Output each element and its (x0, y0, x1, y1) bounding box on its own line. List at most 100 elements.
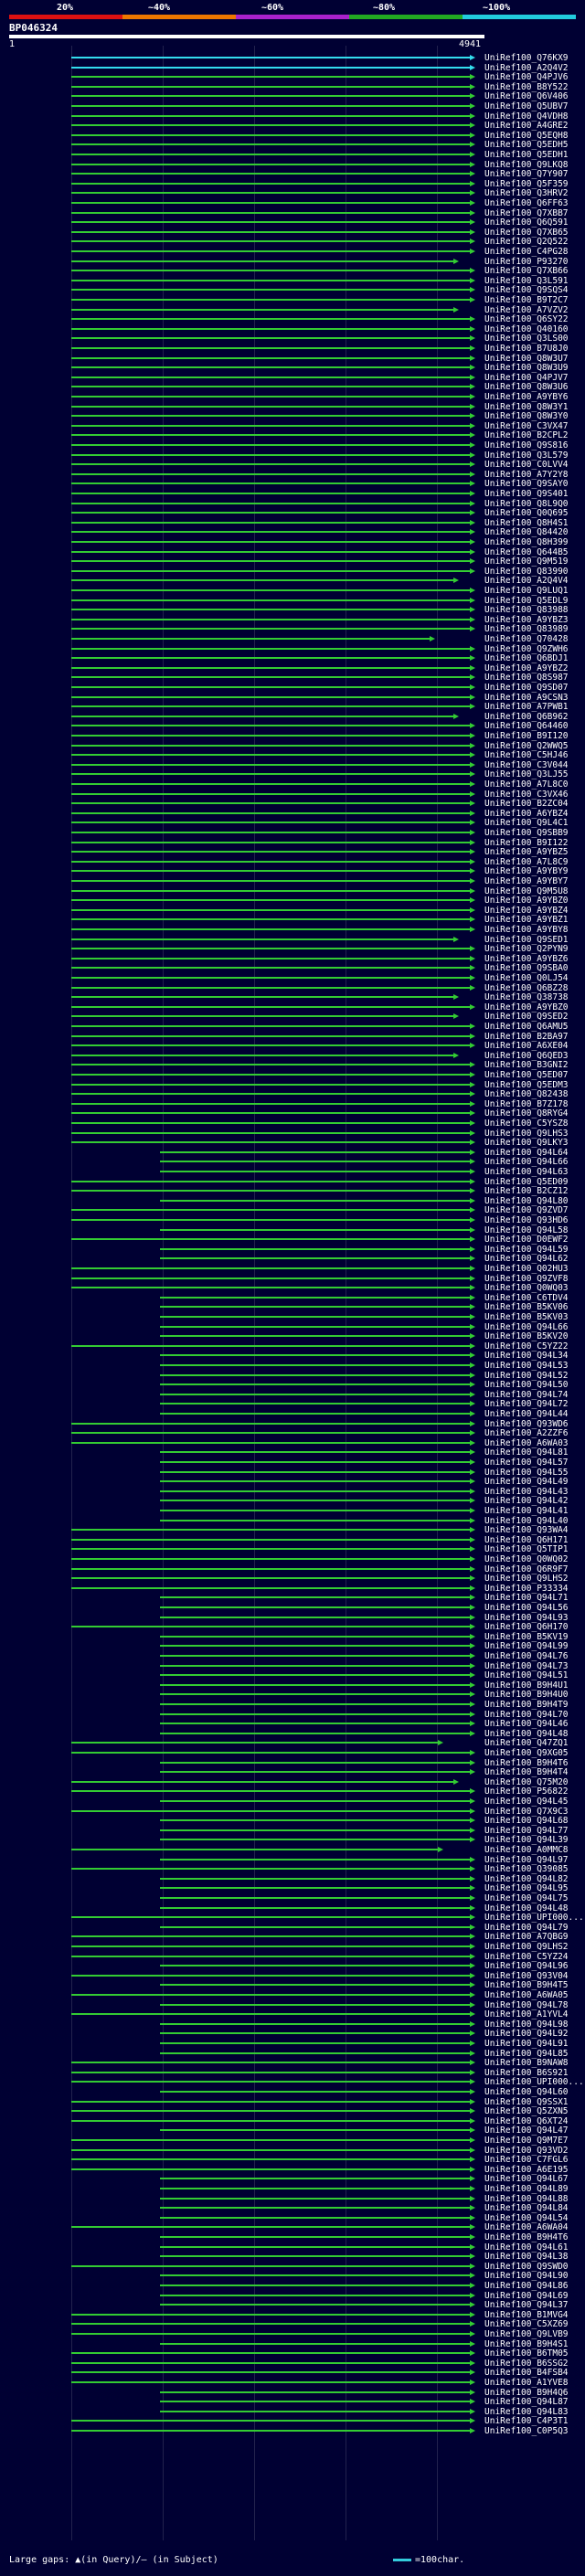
hit-row[interactable]: UniRef100_Q70428 (0, 634, 585, 644)
hit-label[interactable]: UniRef100_Q94L56 (484, 1603, 569, 1613)
hit-row[interactable]: UniRef100_Q5EDH5 (0, 140, 585, 150)
hit-row[interactable]: UniRef100_Q8W3U7 (0, 354, 585, 364)
alignment-segment[interactable] (71, 541, 470, 543)
hit-row[interactable]: UniRef100_A9YBZ5 (0, 847, 585, 857)
hit-row[interactable]: UniRef100_Q5ZXN5 (0, 2106, 585, 2116)
hit-label[interactable]: UniRef100_A9YBZ5 (484, 847, 569, 858)
alignment-segment[interactable] (71, 1577, 470, 1580)
hit-row[interactable]: UniRef100_Q8W3Y1 (0, 402, 585, 412)
hit-label[interactable]: UniRef100_Q94L82 (484, 1873, 569, 1884)
alignment-segment[interactable] (160, 2051, 470, 2054)
alignment-segment[interactable] (160, 1800, 470, 1802)
hit-row[interactable]: UniRef100_A9YBZ2 (0, 663, 585, 673)
alignment-segment[interactable] (160, 2003, 470, 2006)
alignment-segment[interactable] (71, 1935, 470, 1938)
alignment-segment[interactable] (160, 1984, 470, 1987)
alignment-segment[interactable] (71, 986, 470, 989)
alignment-segment[interactable] (71, 270, 470, 272)
hit-row[interactable]: UniRef100_Q4PJV6 (0, 72, 585, 82)
hit-label[interactable]: UniRef100_A9YBZ4 (484, 905, 569, 916)
hit-label[interactable]: UniRef100_Q0Q695 (484, 508, 569, 519)
alignment-segment[interactable] (71, 628, 470, 631)
hit-label[interactable]: UniRef100_Q6BDJ1 (484, 653, 569, 664)
alignment-segment[interactable] (71, 2119, 470, 2122)
alignment-segment[interactable] (160, 1839, 470, 1841)
hit-row[interactable]: UniRef100_Q9S816 (0, 440, 585, 451)
hit-row[interactable]: UniRef100_Q94L42 (0, 1496, 585, 1506)
hit-label[interactable]: UniRef100_Q94L51 (484, 1670, 569, 1681)
hit-row[interactable]: UniRef100_Q9SED2 (0, 1012, 585, 1022)
hit-row[interactable]: UniRef100_A7QBG9 (0, 1932, 585, 1942)
alignment-segment[interactable] (71, 1102, 470, 1105)
hit-row[interactable]: UniRef100_Q7X9C3 (0, 1807, 585, 1817)
hit-row[interactable]: UniRef100_Q94L71 (0, 1593, 585, 1603)
hit-row[interactable]: UniRef100_Q5EQH8 (0, 131, 585, 141)
alignment-segment[interactable] (160, 2294, 470, 2296)
hit-row[interactable]: UniRef100_Q9L4C1 (0, 818, 585, 828)
hit-label[interactable]: UniRef100_Q94L68 (484, 1816, 569, 1827)
alignment-segment[interactable] (71, 2430, 470, 2432)
alignment-segment[interactable] (160, 1316, 470, 1318)
alignment-segment[interactable] (71, 260, 454, 262)
hit-label[interactable]: UniRef100_Q9SWD0 (484, 2261, 569, 2272)
alignment-segment[interactable] (71, 318, 470, 321)
hit-label[interactable]: UniRef100_Q9SED1 (484, 934, 569, 945)
hit-row[interactable]: UniRef100_A9YBZ1 (0, 915, 585, 925)
hit-row[interactable]: UniRef100_Q94L89 (0, 2184, 585, 2194)
hit-row[interactable]: UniRef100_Q94L72 (0, 1399, 585, 1409)
alignment-segment[interactable] (71, 2148, 470, 2151)
alignment-segment[interactable] (71, 609, 470, 611)
hit-label[interactable]: UniRef100_Q6B962 (484, 711, 569, 722)
hit-label[interactable]: UniRef100_C5YZ24 (484, 1951, 569, 1962)
alignment-segment[interactable] (71, 66, 470, 69)
hit-row[interactable]: UniRef100_Q94L37 (0, 2300, 585, 2310)
alignment-segment[interactable] (71, 1180, 470, 1182)
alignment-segment[interactable] (160, 2236, 470, 2238)
hit-label[interactable]: UniRef100_Q94L79 (484, 1922, 569, 1933)
hit-row[interactable]: UniRef100_C3V044 (0, 760, 585, 770)
hit-row[interactable]: UniRef100_Q84420 (0, 527, 585, 537)
alignment-segment[interactable] (160, 1683, 470, 1686)
hit-label[interactable]: UniRef100_B2CZ12 (484, 1186, 569, 1197)
alignment-segment[interactable] (71, 211, 470, 214)
hit-row[interactable]: UniRef100_Q94L48 (0, 1903, 585, 1913)
alignment-segment[interactable] (71, 1548, 470, 1551)
hit-row[interactable]: UniRef100_Q02HU3 (0, 1264, 585, 1274)
hit-label[interactable]: UniRef100_Q93VD2 (484, 2145, 569, 2156)
alignment-segment[interactable] (71, 735, 470, 737)
hit-label[interactable]: UniRef100_Q5EDM3 (484, 1079, 569, 1090)
hit-row[interactable]: UniRef100_B9I122 (0, 838, 585, 848)
hit-row[interactable]: UniRef100_B3GNI2 (0, 1060, 585, 1070)
hit-label[interactable]: UniRef100_Q94L85 (484, 2048, 569, 2059)
alignment-segment[interactable] (71, 1626, 470, 1628)
hit-row[interactable]: UniRef100_Q9XG05 (0, 1748, 585, 1758)
alignment-segment[interactable] (71, 1344, 470, 1347)
hit-row[interactable]: UniRef100_Q9SBA0 (0, 963, 585, 973)
alignment-segment[interactable] (71, 851, 470, 853)
hit-label[interactable]: UniRef100_Q2PYN9 (484, 944, 569, 955)
hit-label[interactable]: UniRef100_Q7X9C3 (484, 1806, 569, 1817)
hit-label[interactable]: UniRef100_Q94L81 (484, 1447, 569, 1458)
hit-label[interactable]: UniRef100_Q5EDH5 (484, 140, 569, 151)
alignment-segment[interactable] (160, 1228, 470, 1231)
hit-label[interactable]: UniRef100_Q94L43 (484, 1486, 569, 1497)
hit-row[interactable]: UniRef100_Q8L9Q0 (0, 499, 585, 509)
alignment-segment[interactable] (160, 1723, 470, 1725)
alignment-segment[interactable] (71, 880, 470, 882)
hit-label[interactable]: UniRef100_Q94L89 (484, 2184, 569, 2194)
hit-label[interactable]: UniRef100_Q5ED09 (484, 1176, 569, 1187)
hit-row[interactable]: UniRef100_Q94L56 (0, 1603, 585, 1613)
hit-label[interactable]: UniRef100_Q94L54 (484, 2212, 569, 2223)
hit-row[interactable]: UniRef100_Q9ZWH6 (0, 644, 585, 654)
hit-row[interactable]: UniRef100_B9H4T4 (0, 1767, 585, 1777)
hit-row[interactable]: UniRef100_C4P3T1 (0, 2416, 585, 2426)
hit-row[interactable]: UniRef100_A9YBY8 (0, 925, 585, 935)
alignment-segment[interactable] (71, 114, 470, 117)
hit-row[interactable]: UniRef100_Q94L76 (0, 1651, 585, 1661)
hit-row[interactable]: UniRef100_Q0WQ02 (0, 1554, 585, 1564)
hit-label[interactable]: UniRef100_Q9M7E7 (484, 2136, 569, 2146)
alignment-segment[interactable] (71, 560, 470, 563)
alignment-segment[interactable] (71, 569, 470, 572)
alignment-segment[interactable] (71, 57, 470, 58)
hit-label[interactable]: UniRef100_Q5ZXN5 (484, 2106, 569, 2117)
